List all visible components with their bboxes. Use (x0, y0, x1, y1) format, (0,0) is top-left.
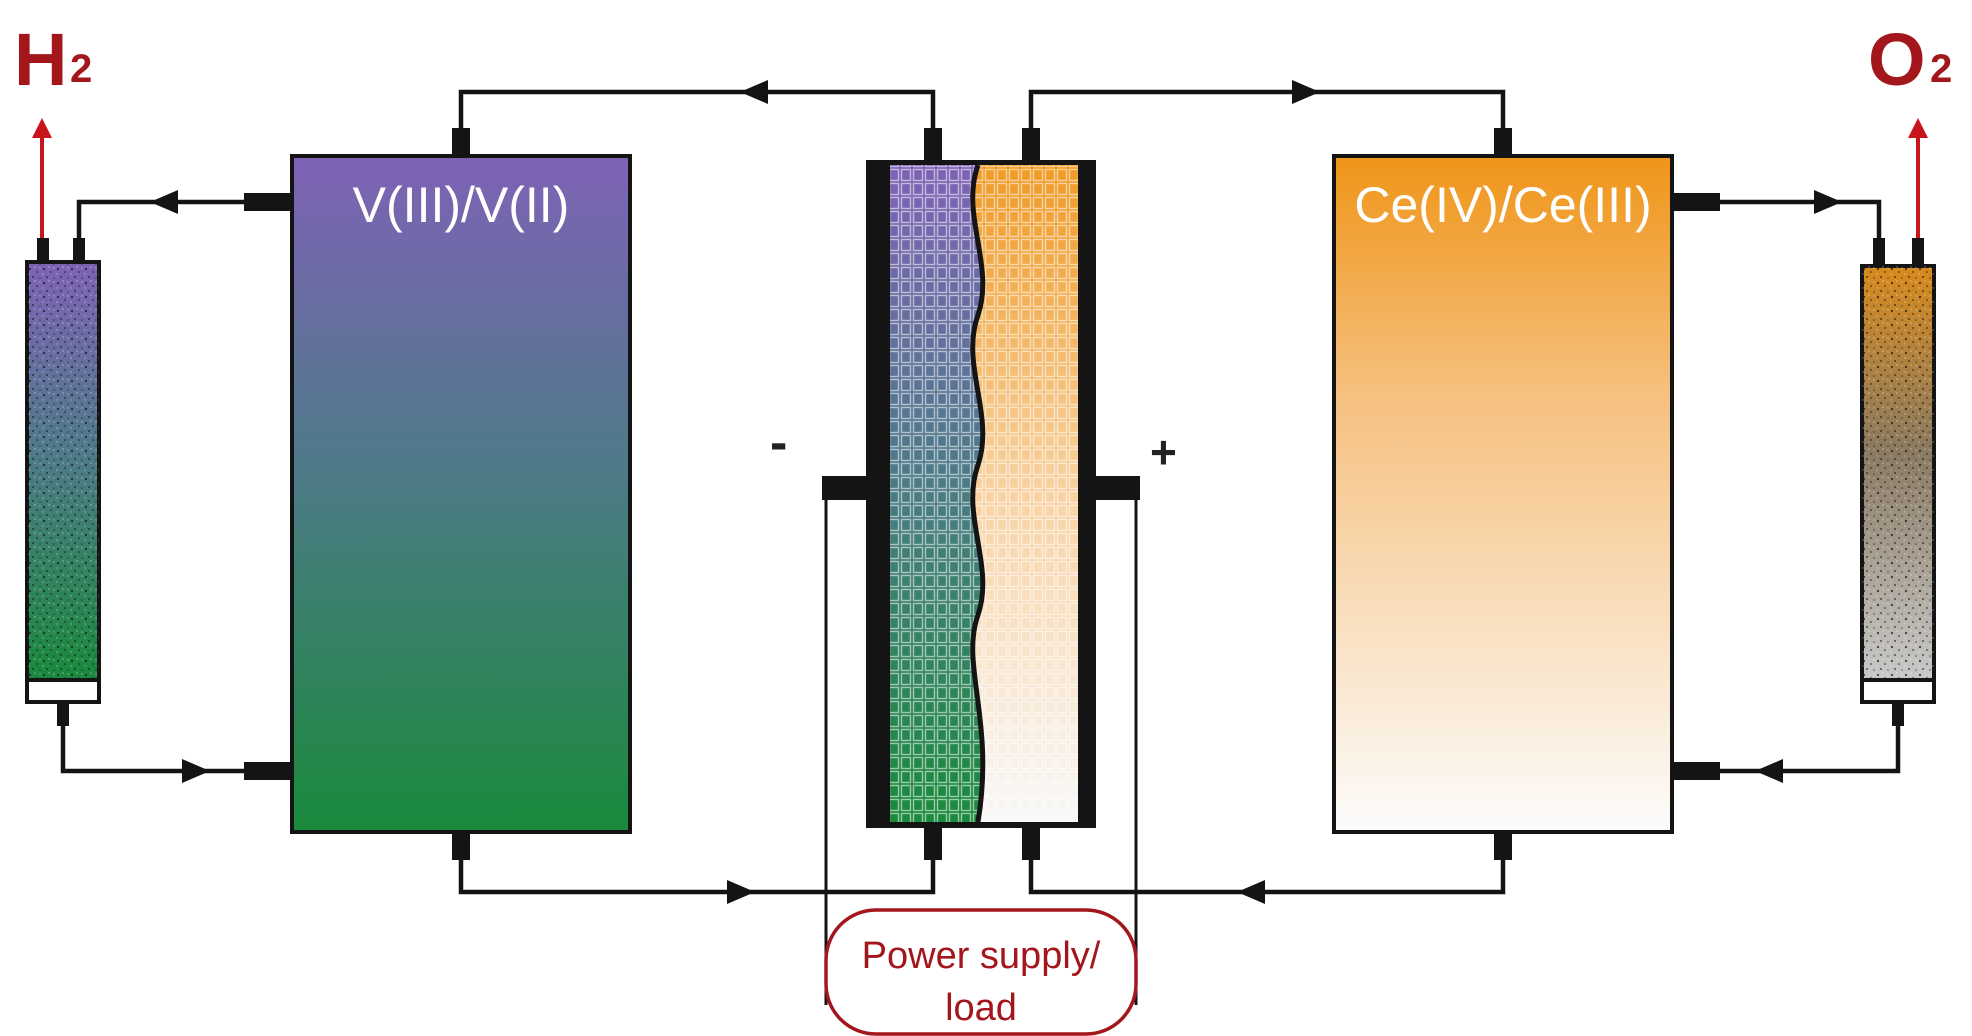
power-supply-label-line2: load (945, 987, 1017, 1029)
flow-arrow-to-h2-column (150, 190, 178, 214)
oxygen-reactor-column (1860, 238, 1936, 726)
flow-lines (60, 80, 1901, 904)
flow-arrow-top-left (740, 80, 768, 104)
electrical-circuit: Power supply/ load (824, 488, 1138, 1036)
oxygen-output: O 2 (1868, 18, 1952, 240)
hydrogen-arrowhead (32, 118, 52, 138)
membrane (970, 164, 986, 823)
vanadium-tank-label: V(III)/V(II) (353, 177, 570, 233)
hydrogen-reactor-base (25, 678, 101, 704)
negative-terminal (822, 476, 868, 500)
flow-arrow-from-h2-column (182, 759, 210, 783)
oxygen-reactor-base (1860, 678, 1936, 704)
positive-terminal (1094, 476, 1140, 500)
cerium-tank-body (1332, 154, 1674, 834)
oxygen-arrowhead (1908, 118, 1928, 138)
flow-arrow-bottom-left (727, 880, 755, 904)
flow-arrow-to-o2-column (1814, 190, 1842, 214)
oxygen-label: O (1868, 18, 1926, 101)
oxygen-subscript: 2 (1930, 47, 1952, 91)
cerium-tank-label: Ce(IV)/Ce(III) (1354, 177, 1651, 233)
power-supply-label-line1: Power supply/ (862, 935, 1101, 977)
power-supply-box (824, 908, 1138, 1036)
vanadium-tank: V(III)/V(II) (244, 128, 632, 860)
flow-arrow-top-right (1292, 80, 1320, 104)
hydrogen-reactor-column (25, 238, 101, 726)
vanadium-tank-body (290, 154, 632, 834)
electrochemical-cell: - + (770, 128, 1177, 860)
cerium-tank: Ce(IV)/Ce(III) (1332, 128, 1720, 860)
minus-sign: - (770, 414, 787, 472)
hydrogen-label: H (14, 18, 67, 101)
plus-sign: + (1150, 426, 1177, 478)
hydrogen-output: H 2 (14, 18, 92, 240)
hydrogen-subscript: 2 (70, 47, 92, 91)
flow-arrow-bottom-right (1237, 880, 1265, 904)
flow-arrow-from-o2-column (1755, 759, 1783, 783)
